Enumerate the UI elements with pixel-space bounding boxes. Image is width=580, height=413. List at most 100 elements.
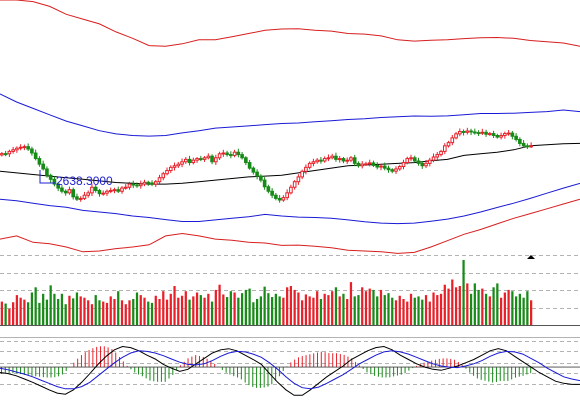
candle-body: [82, 194, 87, 199]
volume-bar: [304, 294, 308, 325]
candle-body: [476, 132, 481, 135]
volume-bar: [34, 287, 37, 325]
candle-body: [491, 133, 496, 136]
volume-bar: [23, 299, 26, 325]
candle-body: [375, 164, 380, 168]
candlesticks: [0, 127, 533, 203]
candle-body: [315, 159, 319, 163]
candle: [146, 180, 151, 186]
candle-body: [60, 187, 64, 192]
candle: [450, 134, 455, 146]
candle-body: [371, 162, 376, 166]
candle-body: [349, 157, 353, 161]
candle-body: [465, 130, 470, 133]
candle-body: [161, 173, 166, 179]
candle-body: [93, 186, 98, 191]
candle-body: [300, 170, 304, 178]
candle-body: [183, 158, 188, 163]
candle-body: [307, 162, 312, 168]
candle-body: [217, 153, 222, 159]
volume-bar: [240, 293, 244, 325]
volume-bar: [117, 291, 120, 325]
candle: [330, 153, 335, 160]
volume-bar: [327, 295, 330, 325]
candle: [476, 130, 481, 136]
candle: [427, 157, 432, 167]
volume-bar: [372, 289, 375, 325]
candle: [322, 156, 327, 163]
candle: [251, 166, 256, 175]
candle-body: [292, 181, 297, 188]
candle: [356, 161, 361, 168]
volume-bar: [361, 287, 364, 325]
candle: [367, 159, 372, 167]
candle: [48, 173, 53, 183]
candle: [168, 165, 173, 173]
candle-body: [26, 146, 30, 150]
candle-body: [165, 170, 169, 175]
low-marker: [39, 170, 55, 184]
volume-bar: [376, 296, 379, 325]
candle-body: [337, 158, 342, 161]
candle-body: [75, 196, 79, 200]
candle: [397, 164, 402, 171]
volume-bar: [203, 297, 206, 325]
candle-body: [304, 166, 308, 172]
candle: [277, 195, 282, 203]
candle: [412, 155, 417, 163]
candle: [266, 184, 271, 194]
candle-body: [198, 158, 203, 161]
volume-bar: [293, 289, 296, 325]
candle: [379, 163, 383, 171]
volume-bar: [417, 296, 420, 325]
candle: [499, 132, 503, 140]
candle: [165, 167, 169, 176]
candle-body: [503, 133, 507, 136]
candle-body: [150, 182, 154, 185]
candle: [480, 128, 485, 135]
volume-bar: [120, 300, 124, 325]
candle-body: [521, 142, 526, 147]
candle: [221, 149, 226, 157]
candle: [345, 157, 350, 164]
candle: [518, 137, 522, 147]
volume-bar: [102, 301, 105, 325]
candle: [30, 146, 34, 156]
volume-bar: [57, 299, 60, 325]
candle-body: [382, 165, 387, 169]
candle: [503, 131, 507, 139]
candle: [108, 187, 113, 194]
volume-bar: [323, 293, 326, 325]
candle-body: [367, 162, 372, 165]
candle: [442, 143, 447, 155]
candle-body: [401, 162, 406, 168]
volume-bar: [222, 294, 225, 325]
candle-body: [341, 158, 346, 162]
candle: [382, 162, 387, 171]
candle-body: [101, 192, 106, 195]
candle: [484, 129, 488, 137]
candle: [315, 158, 319, 164]
candle-body: [221, 152, 226, 155]
candle-body: [274, 194, 278, 199]
volume-bar: [165, 299, 169, 325]
volume-bar: [143, 297, 146, 325]
candle: [285, 189, 289, 201]
volume-bar: [391, 297, 394, 325]
candle-body: [15, 147, 19, 151]
volume-bar: [454, 287, 458, 325]
candle-body: [514, 135, 518, 140]
candle-body: [495, 134, 500, 138]
candle-body: [442, 145, 447, 152]
candle: [270, 188, 274, 199]
volume-bar: [158, 299, 161, 325]
candle-body: [244, 157, 248, 164]
candle: [153, 179, 158, 187]
candle: [191, 157, 196, 165]
candle: [135, 182, 139, 188]
candle: [420, 161, 425, 169]
candle-body: [187, 158, 192, 164]
candle: [307, 161, 312, 170]
candle: [401, 159, 406, 170]
